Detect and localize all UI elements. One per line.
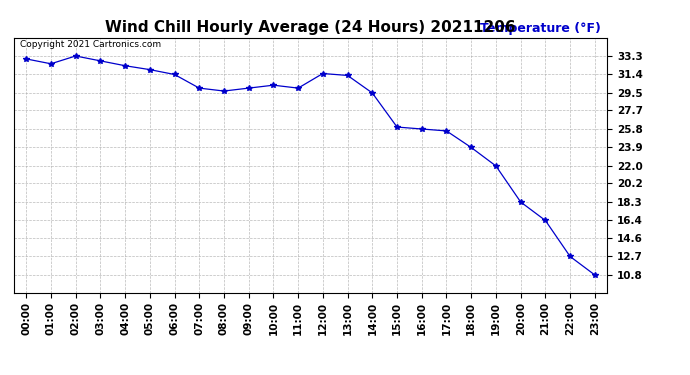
Text: Copyright 2021 Cartronics.com: Copyright 2021 Cartronics.com	[20, 40, 161, 49]
Title: Wind Chill Hourly Average (24 Hours) 20211206: Wind Chill Hourly Average (24 Hours) 202…	[105, 20, 516, 35]
Text: Temperature (°F): Temperature (°F)	[480, 22, 601, 35]
